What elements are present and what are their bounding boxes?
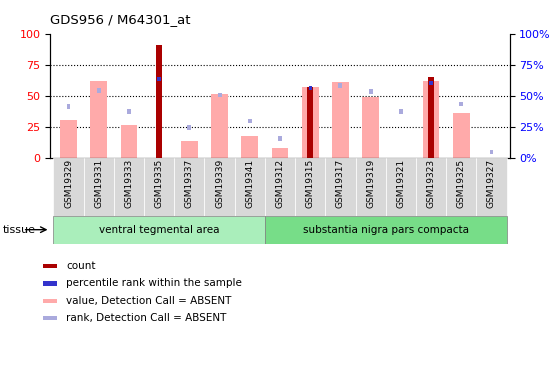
Text: GSM19337: GSM19337	[185, 159, 194, 209]
Bar	[53, 216, 265, 244]
Bar	[416, 158, 446, 216]
Bar	[43, 299, 57, 303]
Bar	[459, 102, 463, 106]
Bar	[278, 136, 282, 141]
Text: GSM19317: GSM19317	[336, 159, 345, 209]
Bar	[295, 158, 325, 216]
Bar	[53, 158, 83, 216]
Bar	[174, 158, 204, 216]
Bar	[489, 150, 493, 154]
Bar	[356, 158, 386, 216]
Bar	[43, 316, 57, 320]
Bar	[423, 81, 440, 158]
Text: count: count	[66, 261, 95, 271]
Text: GSM19319: GSM19319	[366, 159, 375, 209]
Bar	[265, 158, 295, 216]
Text: GSM19325: GSM19325	[457, 159, 466, 209]
Bar	[362, 97, 379, 158]
Bar	[338, 83, 342, 88]
Bar	[181, 141, 198, 158]
Bar	[43, 281, 57, 286]
Bar	[430, 81, 433, 85]
Text: GSM19339: GSM19339	[215, 159, 224, 209]
Text: GSM19315: GSM19315	[306, 159, 315, 209]
Text: GDS956 / M64301_at: GDS956 / M64301_at	[50, 13, 191, 26]
Bar	[218, 93, 222, 98]
Bar	[241, 136, 258, 158]
Bar	[188, 125, 192, 130]
Text: GSM19321: GSM19321	[396, 159, 405, 209]
Bar	[90, 81, 107, 158]
Text: rank, Detection Call = ABSENT: rank, Detection Call = ABSENT	[66, 313, 226, 323]
Text: GSM19331: GSM19331	[94, 159, 103, 209]
Bar	[272, 148, 288, 158]
Bar	[97, 88, 101, 93]
Bar	[446, 158, 477, 216]
Bar	[325, 158, 356, 216]
Bar	[453, 113, 470, 158]
Bar	[127, 109, 131, 114]
Text: GSM19341: GSM19341	[245, 159, 254, 209]
Text: tissue: tissue	[3, 225, 36, 235]
Bar	[120, 125, 137, 158]
Text: ventral tegmental area: ventral tegmental area	[99, 225, 220, 235]
Bar	[248, 119, 252, 123]
Text: GSM19312: GSM19312	[276, 159, 284, 209]
Bar	[156, 45, 162, 158]
Bar	[477, 158, 507, 216]
Text: GSM19327: GSM19327	[487, 159, 496, 209]
Bar	[309, 86, 312, 90]
Text: GSM19323: GSM19323	[427, 159, 436, 209]
Bar	[332, 82, 349, 158]
Text: percentile rank within the sample: percentile rank within the sample	[66, 279, 242, 288]
Text: GSM19335: GSM19335	[155, 159, 164, 209]
Bar	[43, 264, 57, 268]
Bar	[157, 77, 161, 81]
Bar	[368, 90, 372, 94]
Bar	[83, 158, 114, 216]
Bar	[60, 120, 77, 158]
Bar	[428, 77, 434, 158]
Bar	[302, 87, 319, 158]
Text: GSM19333: GSM19333	[124, 159, 133, 209]
Bar	[235, 158, 265, 216]
Bar	[399, 109, 403, 114]
Bar	[67, 104, 71, 109]
Text: value, Detection Call = ABSENT: value, Detection Call = ABSENT	[66, 296, 231, 306]
Bar	[144, 158, 174, 216]
Bar	[114, 158, 144, 216]
Bar	[265, 216, 507, 244]
Bar	[211, 94, 228, 158]
Text: substantia nigra pars compacta: substantia nigra pars compacta	[303, 225, 469, 235]
Bar	[307, 87, 313, 158]
Bar	[386, 158, 416, 216]
Bar	[204, 158, 235, 216]
Text: GSM19329: GSM19329	[64, 159, 73, 209]
